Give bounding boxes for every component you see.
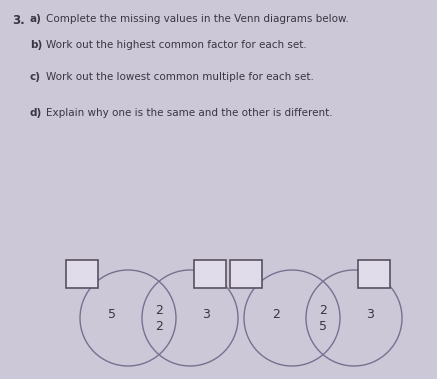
Text: 3: 3 — [202, 307, 210, 321]
Text: b): b) — [30, 40, 42, 50]
Text: 5: 5 — [319, 319, 327, 332]
Text: Work out the lowest common multiple for each set.: Work out the lowest common multiple for … — [46, 72, 314, 82]
Text: a): a) — [30, 14, 42, 24]
Bar — [194, 260, 226, 288]
Text: 2: 2 — [155, 304, 163, 318]
Text: Complete the missing values in the Venn diagrams below.: Complete the missing values in the Venn … — [46, 14, 349, 24]
Text: 2: 2 — [155, 319, 163, 332]
Bar — [358, 260, 390, 288]
Text: 3.: 3. — [12, 14, 25, 27]
Text: 5: 5 — [108, 307, 116, 321]
Text: 3: 3 — [366, 307, 374, 321]
Text: 2: 2 — [272, 307, 280, 321]
Bar — [230, 260, 262, 288]
Text: c): c) — [30, 72, 41, 82]
Text: 2: 2 — [319, 304, 327, 318]
Text: d): d) — [30, 108, 42, 118]
Text: Work out the highest common factor for each set.: Work out the highest common factor for e… — [46, 40, 307, 50]
Bar — [66, 260, 98, 288]
Text: Explain why one is the same and the other is different.: Explain why one is the same and the othe… — [46, 108, 333, 118]
